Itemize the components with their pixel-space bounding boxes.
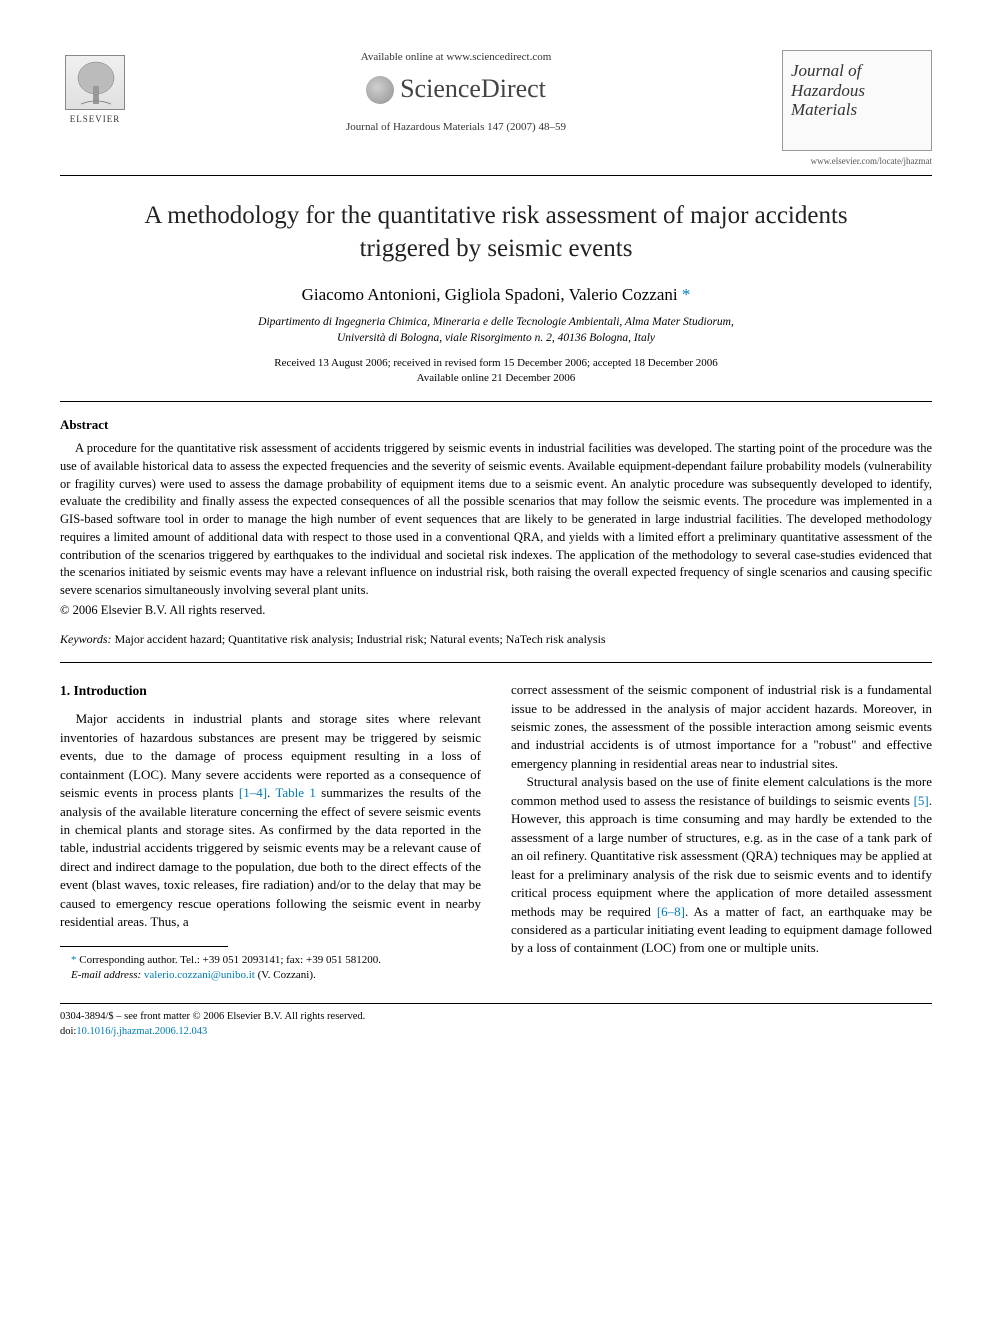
ref-link-6-8[interactable]: [6–8] bbox=[657, 904, 685, 919]
doi-link[interactable]: 10.1016/j.jhazmat.2006.12.043 bbox=[76, 1026, 207, 1037]
corresponding-author-footnote: * Corresponding author. Tel.: +39 051 20… bbox=[60, 953, 481, 968]
p3-text-b: . However, this approach is time consumi… bbox=[511, 793, 932, 919]
sciencedirect-logo: ScienceDirect bbox=[150, 71, 762, 107]
ref-link-1-4[interactable]: [1–4] bbox=[239, 785, 267, 800]
sciencedirect-text: ScienceDirect bbox=[400, 71, 546, 107]
journal-header-banner: ELSEVIER Available online at www.science… bbox=[60, 50, 932, 167]
front-matter-line: 0304-3894/$ – see front matter © 2006 El… bbox=[60, 1010, 932, 1025]
journal-url: www.elsevier.com/locate/jhazmat bbox=[782, 155, 932, 168]
affiliation-line-1: Dipartimento di Ingegneria Chimica, Mine… bbox=[258, 316, 734, 328]
sciencedirect-bulb-icon bbox=[366, 76, 394, 104]
intro-paragraph-2: correct assessment of the seismic compon… bbox=[511, 681, 932, 773]
intro-paragraph-1: Major accidents in industrial plants and… bbox=[60, 710, 481, 931]
email-link[interactable]: valerio.cozzani@unibo.it bbox=[144, 969, 255, 981]
article-dates: Received 13 August 2006; received in rev… bbox=[60, 356, 932, 387]
journal-title-line-1: Journal of bbox=[791, 61, 861, 80]
journal-name: Journal of Hazardous Materials bbox=[782, 50, 932, 151]
ref-link-5[interactable]: [5] bbox=[914, 793, 929, 808]
authors-line: Giacomo Antonioni, Gigliola Spadoni, Val… bbox=[60, 283, 932, 307]
elsevier-tree-icon bbox=[65, 55, 125, 110]
p1-text-c: summarizes the results of the analysis o… bbox=[60, 785, 481, 929]
footnote-text: Corresponding author. Tel.: +39 051 2093… bbox=[79, 954, 381, 966]
article-title: A methodology for the quantitative risk … bbox=[100, 200, 892, 265]
footer-block: 0304-3894/$ – see front matter © 2006 El… bbox=[60, 1010, 932, 1039]
abstract-body: A procedure for the quantitative risk as… bbox=[60, 440, 932, 600]
affiliation-line-2: Università di Bologna, viale Risorgiment… bbox=[337, 332, 655, 344]
ref-link-table-1[interactable]: Table 1 bbox=[275, 785, 316, 800]
abstract-bottom-rule bbox=[60, 662, 932, 663]
journal-title-line-2: Hazardous bbox=[791, 81, 865, 100]
keywords-text: Major accident hazard; Quantitative risk… bbox=[112, 632, 606, 646]
abstract-top-rule bbox=[60, 401, 932, 402]
keywords-line: Keywords: Major accident hazard; Quantit… bbox=[60, 631, 932, 648]
available-online-line: Available online 21 December 2006 bbox=[417, 372, 576, 384]
elsevier-logo: ELSEVIER bbox=[60, 50, 130, 130]
footnote-mark: * bbox=[71, 954, 77, 966]
available-online-text: Available online at www.sciencedirect.co… bbox=[150, 50, 762, 65]
received-line: Received 13 August 2006; received in rev… bbox=[274, 357, 718, 369]
email-paren: (V. Cozzani). bbox=[258, 969, 316, 981]
footer-rule bbox=[60, 1003, 932, 1004]
journal-cover-box: Journal of Hazardous Materials www.elsev… bbox=[782, 50, 932, 167]
p3-text-a: Structural analysis based on the use of … bbox=[511, 774, 932, 807]
abstract-heading: Abstract bbox=[60, 416, 932, 434]
corresponding-author-mark: * bbox=[682, 285, 691, 304]
keywords-label: Keywords: bbox=[60, 632, 112, 646]
citation-line: Journal of Hazardous Materials 147 (2007… bbox=[150, 120, 762, 135]
center-banner: Available online at www.sciencedirect.co… bbox=[130, 50, 782, 135]
email-label: E-mail address: bbox=[71, 969, 141, 981]
doi-line: doi:10.1016/j.jhazmat.2006.12.043 bbox=[60, 1025, 932, 1040]
intro-paragraph-3: Structural analysis based on the use of … bbox=[511, 773, 932, 958]
footnote-rule bbox=[60, 946, 228, 947]
affiliation: Dipartimento di Ingegneria Chimica, Mine… bbox=[60, 315, 932, 346]
elsevier-name: ELSEVIER bbox=[70, 113, 121, 126]
email-footnote: E-mail address: valerio.cozzani@unibo.it… bbox=[60, 968, 481, 983]
section-1-heading: 1. Introduction bbox=[60, 681, 481, 700]
authors-names: Giacomo Antonioni, Gigliola Spadoni, Val… bbox=[302, 285, 678, 304]
journal-title-line-3: Materials bbox=[791, 100, 857, 119]
left-column-footer-block: * Corresponding author. Tel.: +39 051 20… bbox=[60, 946, 481, 984]
abstract-copyright: © 2006 Elsevier B.V. All rights reserved… bbox=[60, 602, 932, 620]
doi-prefix: doi: bbox=[60, 1026, 76, 1037]
body-columns: 1. Introduction Major accidents in indus… bbox=[60, 681, 932, 983]
header-rule bbox=[60, 175, 932, 176]
